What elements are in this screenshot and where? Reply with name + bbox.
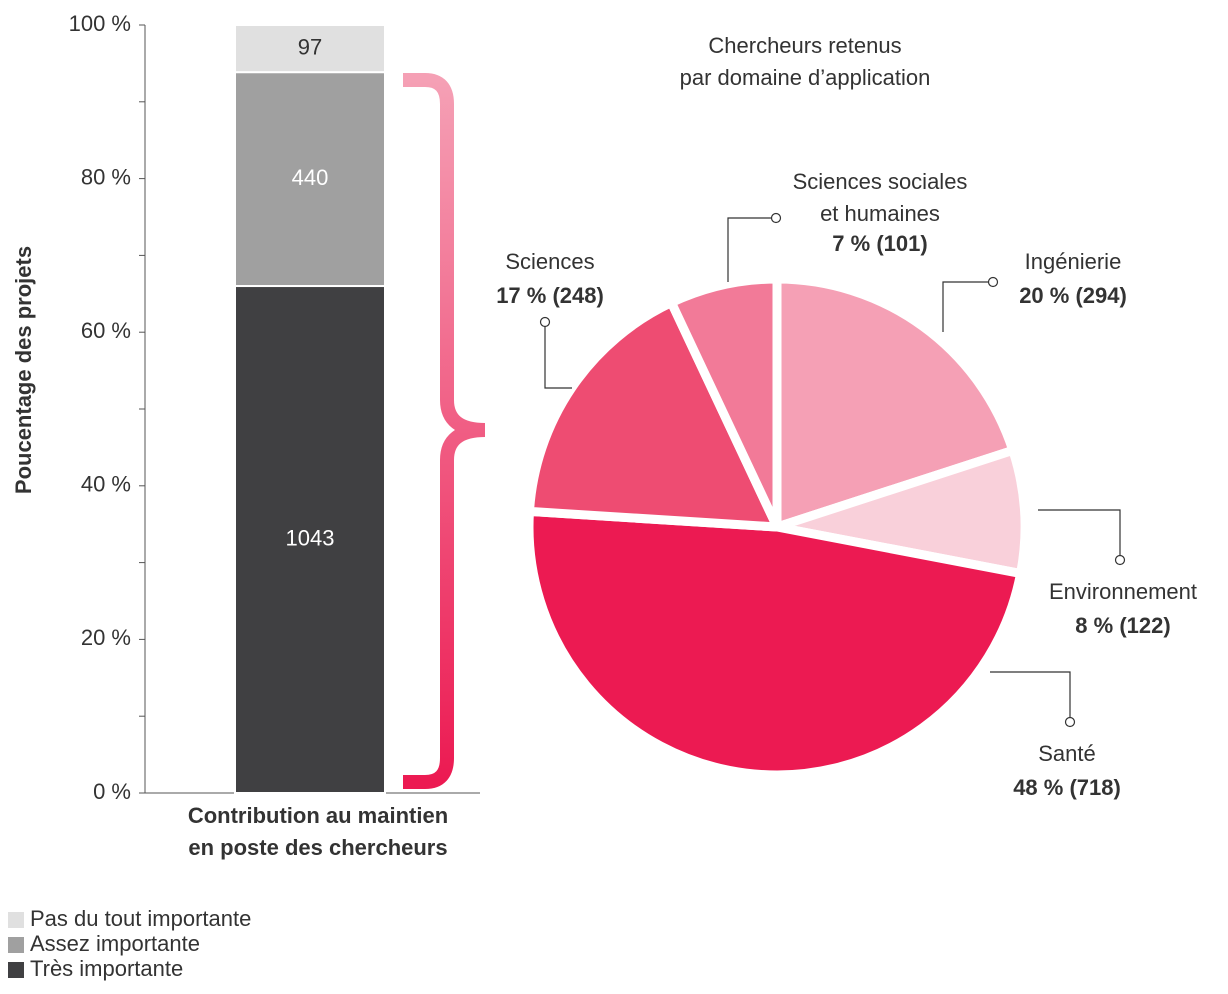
segment-label: 97	[298, 34, 322, 59]
leader-dot	[1114, 554, 1126, 566]
slice-label: Environnement	[1049, 579, 1197, 604]
x-tick-label: Contribution au maintien en poste des che…	[188, 803, 448, 860]
y-tick-label: 60 %	[81, 318, 131, 343]
pie-title: Chercheurs retenus par domaine d’applicat…	[680, 33, 931, 90]
leader-line	[1038, 509, 1121, 560]
y-tick-label: 20 %	[81, 625, 131, 650]
leader-line	[727, 217, 776, 282]
legend-label: Assez importante	[30, 931, 200, 956]
slice-label: Ingénierie	[1025, 249, 1122, 274]
legend-swatch	[8, 937, 24, 953]
slice-label: Sciences sociales et humaines	[793, 169, 968, 226]
leader-dot	[987, 276, 999, 288]
bar-segment	[234, 285, 386, 794]
bar-segment	[234, 71, 386, 288]
slice-value-label: 17 % (248)	[496, 283, 604, 308]
legend-label: Très importante	[30, 956, 183, 981]
slice-value-label: 8 % (122)	[1075, 613, 1170, 638]
y-tick-label: 40 %	[81, 472, 131, 497]
leader-dot	[770, 212, 782, 224]
brace	[403, 73, 486, 789]
leader-line	[990, 671, 1071, 722]
bar-segment	[234, 24, 386, 74]
y-axis-label: Poucentage des projets	[11, 246, 36, 494]
segment-label: 440	[292, 165, 329, 190]
slice-value-label: 7 % (101)	[832, 231, 927, 256]
legend-swatch	[8, 962, 24, 978]
legend-label: Pas du tout importante	[30, 906, 251, 931]
leader-dot	[1064, 716, 1076, 728]
slice-value-label: 20 % (294)	[1019, 283, 1127, 308]
y-tick-label: 80 %	[81, 164, 131, 189]
y-tick-label: 100 %	[69, 11, 131, 36]
pie-slice	[666, 274, 782, 532]
y-tick-label: 0 %	[93, 779, 131, 804]
leader-line	[544, 322, 572, 389]
slice-label: Santé	[1038, 741, 1096, 766]
legend-swatch	[8, 912, 24, 928]
leader-line	[942, 281, 993, 332]
slice-value-label: 48 % (718)	[1013, 775, 1121, 800]
leader-dot	[539, 316, 551, 328]
segment-label: 1043	[286, 525, 335, 550]
slice-label: Sciences	[505, 249, 594, 274]
pie-slice	[524, 506, 1026, 780]
